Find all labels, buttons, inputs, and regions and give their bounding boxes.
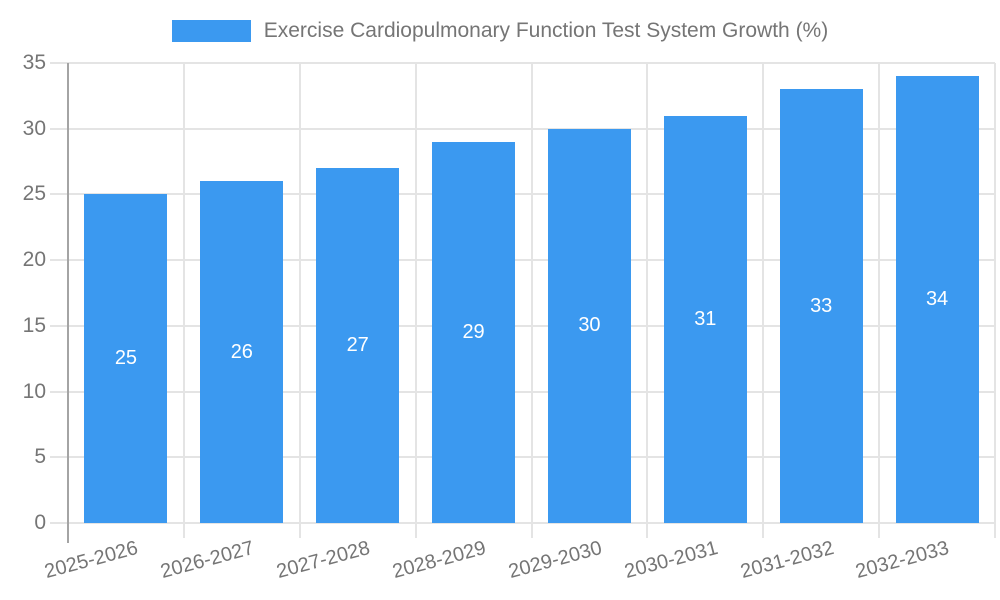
gridline-h — [50, 259, 995, 262]
x-axis-label: 2027-2028 — [274, 537, 373, 584]
gridline-v — [414, 63, 417, 538]
bar: 27 — [316, 168, 400, 523]
y-axis-label: 25 — [22, 182, 46, 206]
plot-area: 0 5 10 15 20 25 30 35 25 2025-2026 26 2026-2027 27 20… — [23, 51, 996, 583]
bar-value-label: 31 — [694, 307, 717, 330]
bar: 31 — [663, 115, 747, 523]
gridline-h — [50, 127, 995, 130]
x-axis-label: 2025-2026 — [42, 537, 141, 584]
gridline-h — [50, 522, 995, 524]
y-axis-label: 30 — [22, 116, 46, 140]
x-axis-label: 2032-2033 — [853, 537, 952, 584]
gridline-h — [50, 324, 995, 327]
y-axis-label: 10 — [22, 379, 46, 403]
bar: 26 — [200, 181, 284, 523]
y-axis-label: 15 — [22, 313, 46, 337]
gridline-h — [50, 62, 995, 64]
bar: 29 — [432, 141, 516, 523]
legend[interactable]: Exercise Cardiopulmonary Function Test S… — [0, 19, 1000, 43]
gridline-h — [50, 193, 995, 196]
y-axis-line — [67, 63, 69, 543]
gridline-v — [530, 63, 533, 538]
bar-value-label: 27 — [346, 334, 369, 357]
y-axis-label: 35 — [22, 51, 46, 74]
gridline-v — [762, 63, 765, 538]
bar-value-label: 29 — [462, 320, 485, 343]
gridline-v — [182, 63, 185, 538]
bar-value-label: 30 — [578, 314, 601, 337]
bar-value-label: 25 — [114, 347, 138, 370]
legend-label: Exercise Cardiopulmonary Function Test S… — [263, 19, 829, 42]
bar-value-label: 34 — [925, 288, 949, 311]
x-axis-label: 2028-2029 — [390, 537, 489, 584]
x-axis-label: 2029-2030 — [506, 537, 605, 584]
gridline-h — [50, 390, 995, 393]
gridline-v — [994, 63, 996, 538]
bar: 33 — [779, 89, 863, 523]
bar: 30 — [547, 128, 631, 523]
y-axis-label: 5 — [34, 445, 46, 469]
y-axis-label: 0 — [34, 511, 46, 534]
legend-swatch — [171, 20, 251, 42]
x-axis-label: 2031-2032 — [737, 537, 836, 584]
gridline-h — [50, 456, 995, 459]
x-axis-label: 2030-2031 — [621, 537, 721, 584]
bar-value-label: 26 — [230, 340, 253, 363]
gridline-v — [298, 63, 301, 538]
bar-value-label: 33 — [810, 294, 833, 317]
bar: 34 — [895, 76, 979, 523]
bar: 25 — [84, 194, 168, 523]
gridline-v — [878, 63, 881, 538]
x-axis-label: 2026-2027 — [158, 537, 257, 584]
y-axis-label: 20 — [22, 248, 46, 272]
gridline-v — [646, 63, 649, 538]
